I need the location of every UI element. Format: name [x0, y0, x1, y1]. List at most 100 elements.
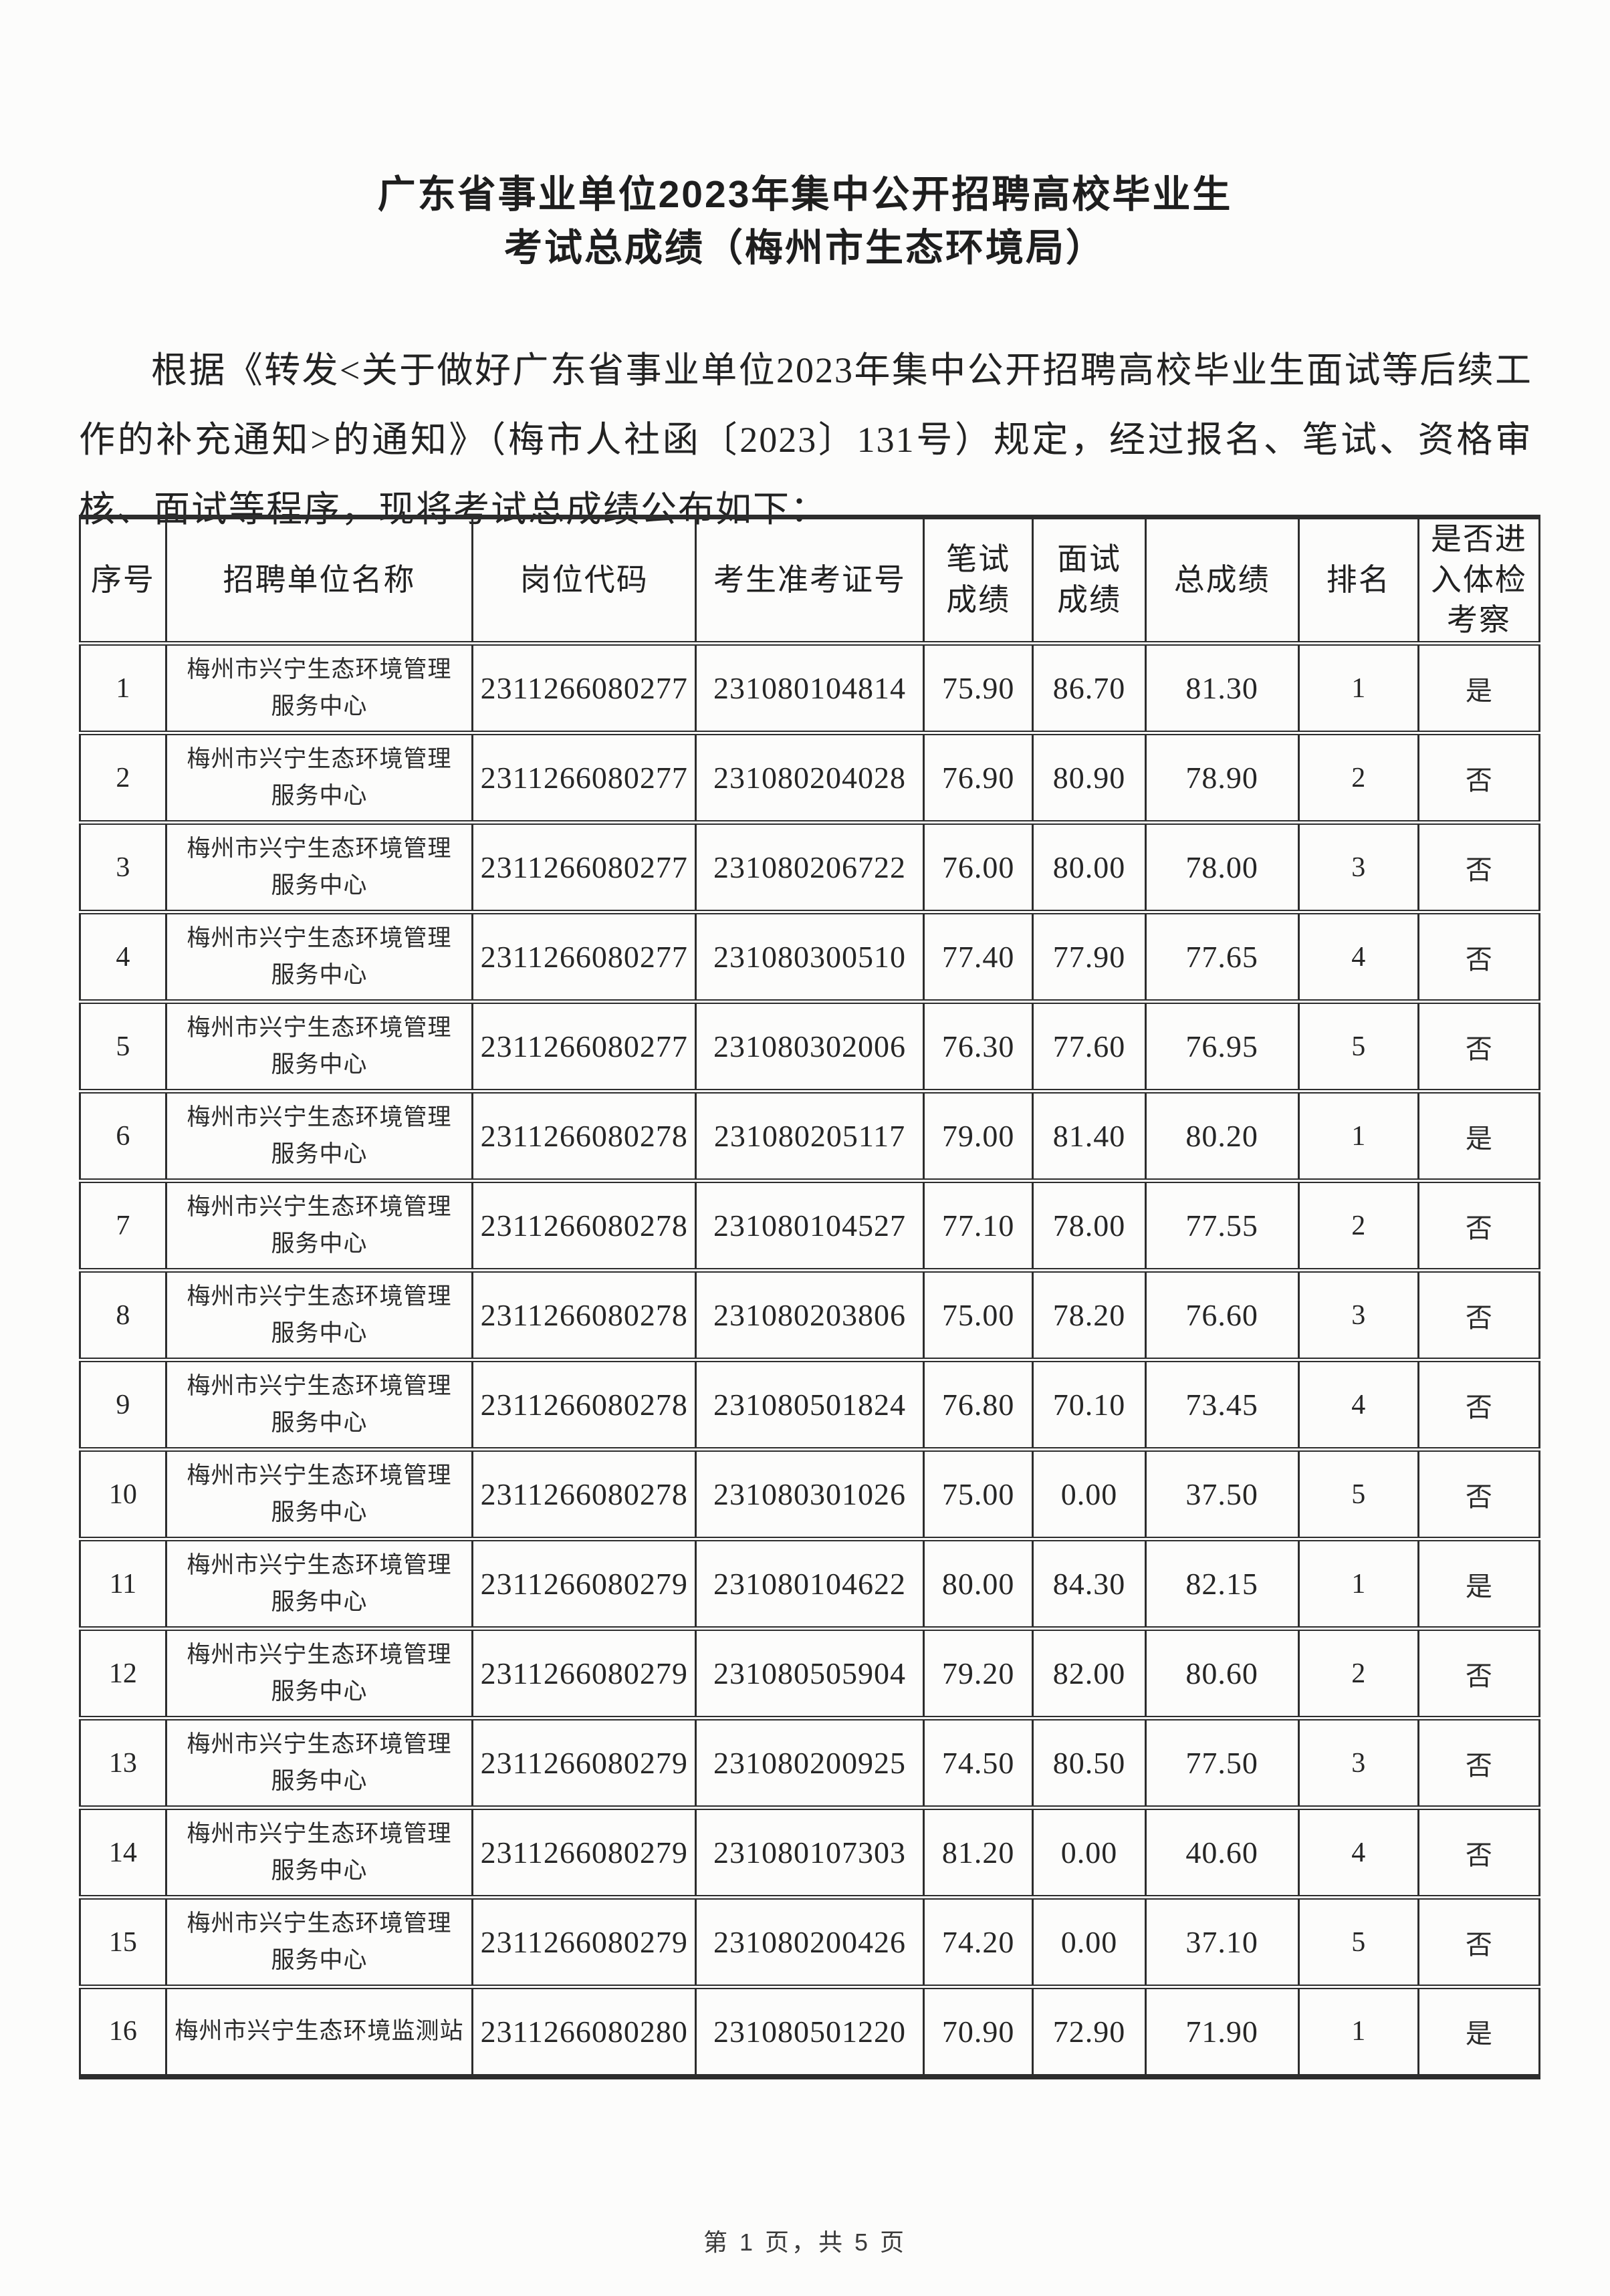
cell-unit-name: 梅州市兴宁生态环境管理 服务中心 [164, 1270, 474, 1363]
document-title: 广东省事业单位2023年集中公开招聘高校毕业生 考试总成绩（梅州市生态环境局） [0, 168, 1610, 275]
cell-interview-score: 0.00 [1032, 1449, 1147, 1542]
cell-post-code: 2311266080277 [471, 912, 697, 1005]
cell-total-score: 37.50 [1144, 1449, 1300, 1542]
cell-interview-score: 78.20 [1032, 1270, 1147, 1363]
cell-ticket-number: 231080200426 [695, 1897, 925, 1990]
cell-physical-check: 否 [1417, 1718, 1541, 1811]
cell-total-score: 82.15 [1144, 1539, 1300, 1632]
cell-index: 5 [79, 1001, 167, 1094]
cell-interview-score: 80.90 [1032, 733, 1147, 825]
cell-rank: 2 [1297, 1180, 1419, 1273]
cell-rank: 5 [1297, 1449, 1419, 1542]
table-row: 12 梅州市兴宁生态环境管理 服务中心 2311266080279 231080… [79, 1628, 1541, 1721]
cell-rank: 1 [1297, 1987, 1419, 2077]
cell-post-code: 2311266080277 [471, 733, 697, 825]
cell-unit-name: 梅州市兴宁生态环境管理 服务中心 [164, 643, 474, 736]
cell-total-score: 81.30 [1144, 643, 1300, 736]
cell-index: 1 [79, 643, 167, 736]
cell-post-code: 2311266080279 [471, 1807, 697, 1900]
cell-total-score: 78.90 [1144, 733, 1300, 825]
cell-physical-check: 否 [1417, 1270, 1541, 1363]
cell-interview-score: 0.00 [1032, 1897, 1147, 1990]
cell-rank: 3 [1297, 1718, 1419, 1811]
cell-interview-score: 0.00 [1032, 1807, 1147, 1900]
cell-interview-score: 82.00 [1032, 1628, 1147, 1721]
cell-post-code: 2311266080280 [471, 1987, 697, 2077]
cell-rank: 3 [1297, 1270, 1419, 1363]
cell-interview-score: 81.40 [1032, 1091, 1147, 1184]
cell-unit-name: 梅州市兴宁生态环境管理 服务中心 [164, 1807, 474, 1900]
cell-written-score: 76.00 [922, 822, 1034, 915]
cell-ticket-number: 231080104527 [695, 1180, 925, 1273]
cell-total-score: 77.50 [1144, 1718, 1300, 1811]
cell-post-code: 2311266080279 [471, 1628, 697, 1721]
cell-total-score: 78.00 [1144, 822, 1300, 915]
cell-written-score: 75.90 [922, 643, 1034, 736]
cell-physical-check: 是 [1417, 1091, 1541, 1184]
cell-ticket-number: 231080501824 [695, 1360, 925, 1452]
cell-index: 12 [79, 1628, 167, 1721]
cell-rank: 5 [1297, 1897, 1419, 1990]
cell-unit-name: 梅州市兴宁生态环境管理 服务中心 [164, 822, 474, 915]
score-table: 序号 招聘单位名称 岗位代码 考生准考证号 笔试 成绩 面试 成绩 总成绩 排名… [79, 515, 1541, 2079]
cell-rank: 4 [1297, 912, 1419, 1005]
cell-index: 6 [79, 1091, 167, 1184]
cell-ticket-number: 231080205117 [695, 1091, 925, 1184]
title-line-1: 广东省事业单位2023年集中公开招聘高校毕业生 [377, 173, 1233, 216]
cell-rank: 3 [1297, 822, 1419, 915]
header-unit-name: 招聘单位名称 [164, 517, 474, 646]
cell-physical-check: 否 [1417, 733, 1541, 825]
cell-ticket-number: 231080104814 [695, 643, 925, 736]
cell-index: 9 [79, 1360, 167, 1452]
cell-post-code: 2311266080278 [471, 1360, 697, 1452]
cell-unit-name: 梅州市兴宁生态环境管理 服务中心 [164, 1180, 474, 1273]
cell-ticket-number: 231080301026 [695, 1449, 925, 1542]
cell-ticket-number: 231080300510 [695, 912, 925, 1005]
cell-physical-check: 否 [1417, 1001, 1541, 1094]
cell-post-code: 2311266080277 [471, 1001, 697, 1094]
table-row: 1 梅州市兴宁生态环境管理 服务中心 2311266080277 2310801… [79, 643, 1541, 736]
cell-interview-score: 78.00 [1032, 1180, 1147, 1273]
cell-index: 3 [79, 822, 167, 915]
cell-written-score: 76.30 [922, 1001, 1034, 1094]
cell-written-score: 77.40 [922, 912, 1034, 1005]
table-row: 14 梅州市兴宁生态环境管理 服务中心 2311266080279 231080… [79, 1807, 1541, 1900]
cell-ticket-number: 231080104622 [695, 1539, 925, 1632]
cell-physical-check: 否 [1417, 1897, 1541, 1990]
table-row: 16 梅州市兴宁生态环境监测站 2311266080280 2310805012… [79, 1987, 1541, 2077]
title-line-2: 考试总成绩（梅州市生态环境局） [504, 226, 1106, 269]
cell-written-score: 70.90 [922, 1987, 1034, 2077]
cell-post-code: 2311266080277 [471, 822, 697, 915]
cell-post-code: 2311266080279 [471, 1897, 697, 1990]
cell-physical-check: 否 [1417, 1360, 1541, 1452]
cell-written-score: 75.00 [922, 1449, 1034, 1542]
cell-unit-name: 梅州市兴宁生态环境管理 服务中心 [164, 912, 474, 1005]
cell-total-score: 80.60 [1144, 1628, 1300, 1721]
cell-unit-name: 梅州市兴宁生态环境管理 服务中心 [164, 733, 474, 825]
cell-rank: 4 [1297, 1360, 1419, 1452]
table-row: 13 梅州市兴宁生态环境管理 服务中心 2311266080279 231080… [79, 1718, 1541, 1811]
table-body: 1 梅州市兴宁生态环境管理 服务中心 2311266080277 2310801… [79, 643, 1541, 2077]
cell-physical-check: 是 [1417, 1987, 1541, 2077]
cell-total-score: 73.45 [1144, 1360, 1300, 1452]
table-row: 10 梅州市兴宁生态环境管理 服务中心 2311266080278 231080… [79, 1449, 1541, 1542]
cell-physical-check: 否 [1417, 1628, 1541, 1721]
cell-interview-score: 77.60 [1032, 1001, 1147, 1094]
cell-unit-name: 梅州市兴宁生态环境监测站 [164, 1987, 474, 2077]
table-row: 15 梅州市兴宁生态环境管理 服务中心 2311266080279 231080… [79, 1897, 1541, 1990]
cell-unit-name: 梅州市兴宁生态环境管理 服务中心 [164, 1718, 474, 1811]
header-written-score: 笔试 成绩 [922, 517, 1034, 646]
cell-unit-name: 梅州市兴宁生态环境管理 服务中心 [164, 1539, 474, 1632]
cell-ticket-number: 231080501220 [695, 1987, 925, 2077]
cell-physical-check: 是 [1417, 1539, 1541, 1632]
cell-index: 2 [79, 733, 167, 825]
cell-unit-name: 梅州市兴宁生态环境管理 服务中心 [164, 1001, 474, 1094]
cell-post-code: 2311266080279 [471, 1718, 697, 1811]
cell-written-score: 79.00 [922, 1091, 1034, 1184]
cell-physical-check: 否 [1417, 1807, 1541, 1900]
cell-interview-score: 70.10 [1032, 1360, 1147, 1452]
cell-index: 11 [79, 1539, 167, 1632]
cell-index: 4 [79, 912, 167, 1005]
cell-post-code: 2311266080278 [471, 1449, 697, 1542]
cell-physical-check: 否 [1417, 1449, 1541, 1542]
